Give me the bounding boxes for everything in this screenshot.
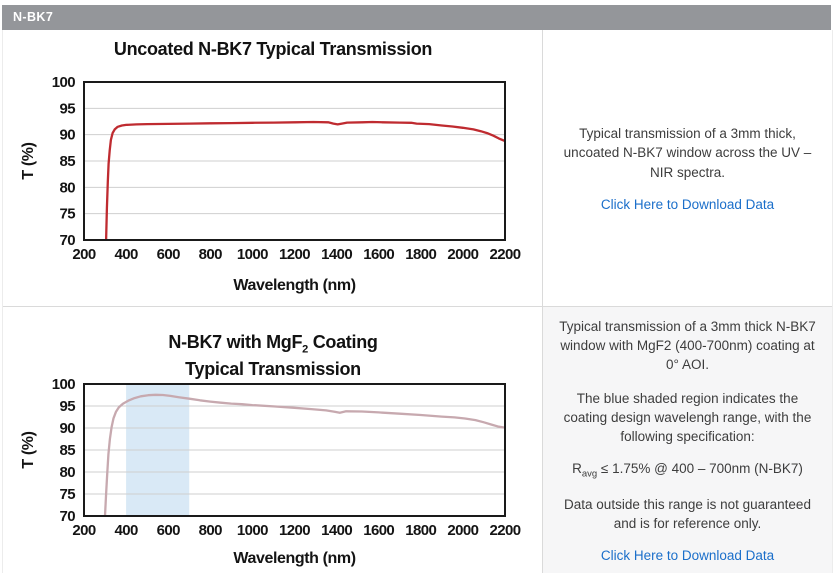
svg-text:85: 85: [60, 153, 76, 170]
range-disclaimer: Data outside this range is not guarantee…: [564, 497, 811, 532]
spec-subscript: avg: [581, 469, 598, 481]
section-tab-nbk7[interactable]: N-BK7: [2, 5, 831, 30]
transmission-chart-uncoated: 70 75 80 85 90 95 100 200 400 600 800 1000 1200 1400 1…: [20, 74, 521, 294]
svg-text:1400: 1400: [321, 522, 352, 539]
svg-text:1200: 1200: [279, 522, 310, 539]
transmission-chart-coated: 70 75 80 85 90 95 100 200 400 600 800 1000 1200 1400 1…: [20, 376, 521, 567]
svg-text:600: 600: [157, 522, 180, 539]
download-data-link-coated[interactable]: Click Here to Download Data: [600, 548, 775, 564]
y-tick-labels: 70 75 80 85 90 95 100: [52, 74, 76, 249]
svg-text:75: 75: [60, 206, 76, 223]
svg-text:95: 95: [60, 100, 76, 117]
svg-text:2000: 2000: [447, 522, 478, 539]
svg-text:1800: 1800: [405, 246, 436, 263]
chart-title-uncoated: Uncoated N-BK7 Typical Transmission: [113, 39, 433, 59]
uncoated-chart-panel: Uncoated N-BK7 Typical Transmission 70 75…: [3, 30, 543, 307]
uncoated-description-panel: Typical transmission of a 3mm thick, unc…: [543, 30, 832, 307]
x-axis-title: Wavelength (nm): [233, 550, 355, 567]
plot-frame: [83, 383, 506, 517]
svg-text:2200: 2200: [490, 522, 521, 539]
svg-text:400: 400: [114, 246, 137, 263]
coated-description: Typical transmission of a 3mm thick N-BK…: [559, 318, 816, 372]
svg-text:75: 75: [60, 486, 76, 503]
plot-frame: [83, 81, 506, 241]
svg-text:800: 800: [199, 246, 222, 263]
svg-text:1800: 1800: [405, 522, 436, 539]
y-axis-title: T (%): [20, 142, 37, 179]
x-axis-title: Wavelength (nm): [233, 277, 355, 294]
spec-symbol: R: [572, 461, 582, 477]
x-tick-labels: 200 400 600 800 1000 1200 1400 1600 1800 2000 2200: [72, 522, 521, 539]
chart-title-coated-line2: Typical Transmission: [185, 358, 361, 379]
gridlines: [84, 405, 505, 495]
transmission-curve: [104, 120, 505, 240]
chart-title-coated-line1: N-BK7 with MgF2 Coating: [3, 333, 543, 360]
svg-text:100: 100: [52, 74, 75, 91]
svg-text:85: 85: [60, 442, 76, 459]
chart-title-coated-subscript: 2: [302, 343, 308, 356]
download-data-link-uncoated[interactable]: Click Here to Download Data: [600, 196, 775, 212]
transmission-curve: [103, 393, 505, 516]
chart-title-coated: N-BK7 with MgF2 Coating Typical Transmis…: [3, 333, 543, 379]
svg-text:1000: 1000: [237, 522, 268, 539]
chart-title-coated-post: Coating: [308, 332, 378, 352]
svg-text:95: 95: [60, 398, 76, 415]
shaded-region-note: The blue shaded region indicates the coa…: [563, 391, 812, 445]
svg-text:70: 70: [60, 232, 76, 249]
coated-chart-panel: N-BK7 with MgF2 Coating Typical Transmis…: [3, 307, 543, 573]
content-grid: Uncoated N-BK7 Typical Transmission 70 75…: [2, 30, 833, 573]
svg-text:80: 80: [60, 464, 76, 481]
svg-text:1600: 1600: [363, 246, 394, 263]
x-tick-labels: 200 400 600 800 1000 1200 1400 1600 1800 2000 2200: [72, 246, 521, 263]
svg-text:2200: 2200: [490, 246, 521, 263]
svg-text:80: 80: [60, 179, 76, 196]
svg-text:100: 100: [52, 376, 75, 393]
svg-text:600: 600: [157, 246, 180, 263]
svg-text:1400: 1400: [321, 246, 352, 263]
svg-text:90: 90: [60, 127, 76, 144]
svg-text:1000: 1000: [237, 246, 268, 263]
svg-text:400: 400: [114, 522, 137, 539]
svg-text:70: 70: [60, 508, 76, 525]
svg-text:800: 800: [199, 522, 222, 539]
svg-text:2000: 2000: [447, 246, 478, 263]
uncoated-description: Typical transmission of a 3mm thick, unc…: [563, 126, 812, 180]
gridlines: [84, 107, 505, 215]
svg-text:200: 200: [72, 522, 95, 539]
svg-text:1600: 1600: [363, 522, 394, 539]
coated-description-panel: Typical transmission of a 3mm thick N-BK…: [543, 307, 832, 573]
y-axis-title: T (%): [20, 431, 37, 468]
svg-text:200: 200: [72, 246, 95, 263]
chart-title-coated-pre: N-BK7 with MgF: [168, 332, 303, 352]
y-tick-labels: 70 75 80 85 90 95 100: [52, 376, 76, 525]
svg-text:90: 90: [60, 420, 76, 437]
spec-value: ≤ 1.75% @ 400 – 700nm (N-BK7): [597, 461, 803, 477]
svg-text:1200: 1200: [279, 246, 310, 263]
coating-specification: Ravg ≤ 1.75% @ 400 – 700nm (N-BK7): [572, 461, 803, 480]
